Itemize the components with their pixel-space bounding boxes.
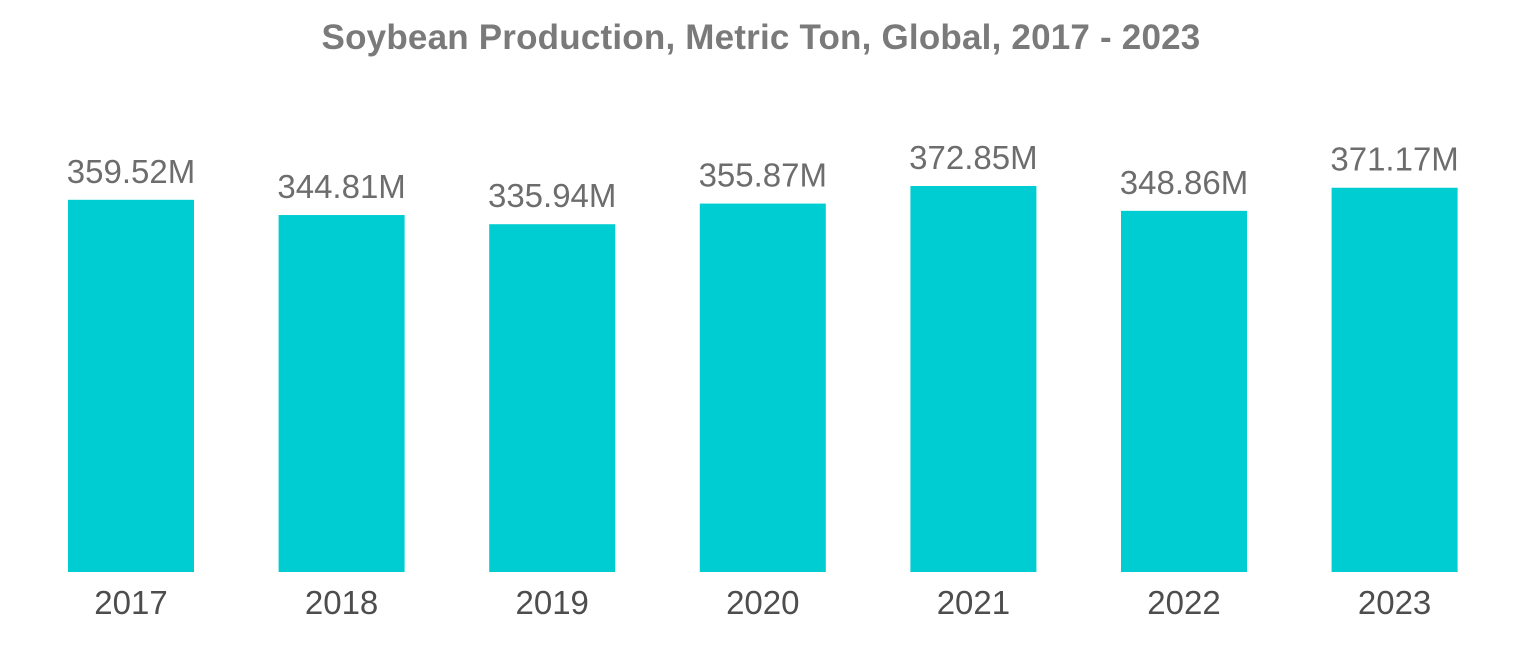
data-label-2017: 359.52M — [67, 153, 195, 190]
data-label-2020: 355.87M — [699, 157, 827, 194]
bar-2018 — [278, 215, 405, 573]
data-label-2018: 344.81M — [277, 168, 405, 205]
bar-2023 — [1331, 187, 1458, 572]
x-tick-label-2020: 2020 — [726, 584, 799, 621]
x-tick-label-2022: 2022 — [1147, 584, 1220, 621]
x-tick-label-2023: 2023 — [1358, 584, 1431, 621]
x-tick-label-2021: 2021 — [937, 584, 1010, 621]
chart-title: Soybean Production, Metric Ton, Global, … — [321, 18, 1201, 57]
bar-2020 — [699, 203, 826, 573]
bar-2021 — [910, 186, 1037, 572]
data-label-2022: 348.86M — [1120, 164, 1248, 201]
data-label-2019: 335.94M — [488, 177, 616, 214]
x-tick-label-2019: 2019 — [515, 584, 588, 621]
bar-2019 — [489, 224, 616, 572]
bar-2022 — [1121, 210, 1247, 572]
data-label-2023: 371.17M — [1330, 141, 1458, 178]
x-tick-label-2017: 2017 — [94, 584, 167, 621]
data-label-2021: 372.85M — [909, 139, 1037, 176]
x-tick-label-2018: 2018 — [305, 584, 378, 621]
bar-2017 — [68, 199, 194, 572]
